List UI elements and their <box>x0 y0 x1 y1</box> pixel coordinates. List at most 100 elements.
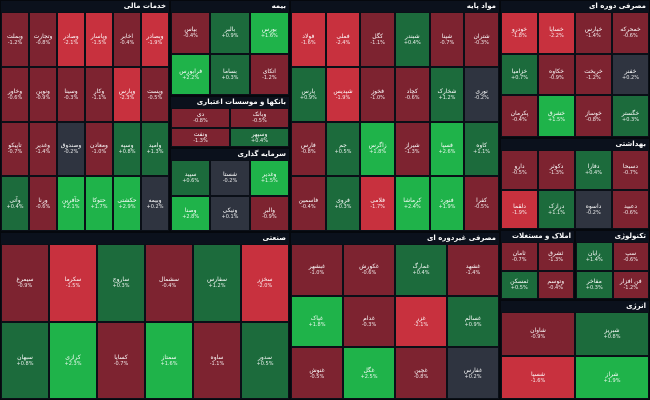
stock-tile[interactable]: کگل -1.1% <box>360 12 395 67</box>
stock-tile[interactable]: شتران -0.3% <box>464 12 499 67</box>
stock-tile[interactable]: غزر -2.1% <box>395 295 447 348</box>
stock-tile[interactable]: فخوز -1.0% <box>360 66 395 122</box>
stock-tile[interactable]: رایان +1.4% <box>576 242 613 271</box>
stock-tile[interactable]: سپید +0.6% <box>171 160 211 196</box>
stock-tile[interactable]: دعبید -0.6% <box>612 189 649 229</box>
stock-tile[interactable]: وسپهر +0.4% <box>230 127 289 147</box>
stock-tile[interactable]: حآفرین +2.1% <box>57 176 85 231</box>
stock-tile[interactable]: وپارس -2.3% <box>113 66 141 122</box>
stock-tile[interactable]: غچین -0.8% <box>395 347 447 399</box>
stock-tile[interactable]: خوساز -0.8% <box>575 95 612 137</box>
stock-tile[interactable]: فسپا +2.6% <box>429 121 465 177</box>
stock-tile[interactable]: ساوه -1.1% <box>193 321 241 399</box>
stock-tile[interactable]: وخاور -0.6% <box>1 66 29 122</box>
stock-tile[interactable]: فملی -2.4% <box>325 12 361 67</box>
stock-tile[interactable]: غدام -0.3% <box>343 295 395 348</box>
stock-tile[interactable]: خساپا -2.2% <box>538 12 575 54</box>
stock-tile[interactable]: نوری -0.2% <box>464 66 499 122</box>
stock-tile[interactable]: وصندوق -0.2% <box>57 121 85 177</box>
stock-tile[interactable]: وصنا +2.8% <box>171 195 211 231</box>
stock-tile[interactable]: حکشتی +2.9% <box>113 176 141 231</box>
stock-tile[interactable]: وغدیر +1.5% <box>249 160 289 196</box>
stock-tile[interactable]: فلامی -1.7% <box>360 176 395 231</box>
stock-tile[interactable]: شبندر +0.4% <box>394 12 430 67</box>
stock-tile[interactable]: شسپا -1.6% <box>501 355 575 399</box>
stock-tile[interactable]: کاوه +1.1% <box>464 121 499 177</box>
stock-tile[interactable]: اتکای -1.2% <box>249 53 289 95</box>
stock-tile[interactable]: غمارگ +0.4% <box>395 244 447 296</box>
stock-tile[interactable]: فن افزار -1.2% <box>612 270 649 299</box>
stock-tile[interactable]: شاوان -0.9% <box>501 312 575 356</box>
stock-tile[interactable]: شیراز -1.3% <box>394 121 430 177</box>
stock-tile[interactable]: بالبر +0.9% <box>210 12 250 54</box>
stock-tile[interactable]: وامید +1.3% <box>141 121 169 177</box>
stock-tile[interactable]: پارس +0.9% <box>291 66 326 122</box>
stock-tile[interactable]: سمتاز +1.6% <box>145 321 193 399</box>
stock-tile[interactable]: دفارا +0.4% <box>575 150 612 190</box>
stock-tile[interactable]: غپاک +1.8% <box>291 295 343 348</box>
stock-tile[interactable]: وبملت -1.2% <box>1 12 29 67</box>
stock-tile[interactable]: خشرق +1.5% <box>538 95 575 137</box>
stock-tile[interactable]: وپست -0.5% <box>141 66 169 122</box>
stock-tile[interactable]: فولاد -1.6% <box>291 12 326 67</box>
stock-tile[interactable]: والبر -0.9% <box>249 195 289 231</box>
stock-tile[interactable]: سبهان +0.8% <box>1 321 49 399</box>
stock-tile[interactable]: شستا -0.2% <box>210 160 250 196</box>
stock-tile[interactable]: درازک +1.1% <box>538 189 575 229</box>
stock-tile[interactable]: وصادر -2.1% <box>57 12 85 67</box>
stock-tile[interactable]: فرابورس +2.2% <box>171 53 211 95</box>
stock-tile[interactable]: کفرا -0.5% <box>464 176 499 231</box>
stock-tile[interactable]: اخابر -0.4% <box>113 12 141 67</box>
stock-tile[interactable]: داسوه -0.2% <box>575 189 612 229</box>
stock-tile[interactable]: غسالم +0.9% <box>447 295 499 348</box>
stock-tile[interactable]: دلقما -1.9% <box>501 189 538 229</box>
stock-tile[interactable]: دی -0.8% <box>171 108 230 128</box>
stock-tile[interactable]: ونفت -1.3% <box>171 127 230 147</box>
stock-tile[interactable]: وبصادر -1.9% <box>141 12 169 67</box>
stock-tile[interactable]: وپاسار -1.5% <box>85 12 113 67</box>
stock-tile[interactable]: ثمسکن +0.5% <box>501 270 538 299</box>
stock-tile[interactable]: ونوین -0.9% <box>29 66 57 122</box>
stock-tile[interactable]: وبیمه +0.2% <box>141 176 169 231</box>
stock-tile[interactable]: دکوثر -1.3% <box>538 150 575 190</box>
stock-tile[interactable]: دسبحا -0.7% <box>612 150 649 190</box>
stock-tile[interactable]: غکورش -0.6% <box>343 244 395 296</box>
stock-tile[interactable]: شخارک +1.2% <box>429 66 465 122</box>
stock-tile[interactable]: بپاس -0.4% <box>171 12 211 54</box>
stock-tile[interactable]: دارو -0.5% <box>501 150 538 190</box>
stock-tile[interactable]: سخزر -2.0% <box>241 244 289 322</box>
stock-tile[interactable]: کرماشا +2.4% <box>394 176 430 231</box>
stock-tile[interactable]: غبشهر -1.0% <box>291 244 343 296</box>
stock-tile[interactable]: فاسمین -0.4% <box>291 176 326 231</box>
stock-tile[interactable]: سکرما -1.5% <box>49 244 97 322</box>
stock-tile[interactable]: سفارس +1.2% <box>193 244 241 322</box>
stock-tile[interactable]: زاگرس +1.8% <box>360 121 395 177</box>
stock-tile[interactable]: بورس +1.6% <box>249 12 289 54</box>
stock-tile[interactable]: شپدیس -1.9% <box>325 66 361 122</box>
stock-tile[interactable]: شبریز +0.8% <box>575 312 649 356</box>
stock-tile[interactable]: کرازی +2.3% <box>49 321 97 399</box>
stock-tile[interactable]: جم +0.5% <box>325 121 361 177</box>
stock-tile[interactable]: ثامان -0.7% <box>501 242 538 271</box>
stock-tile[interactable]: ونیکی +0.1% <box>210 195 250 231</box>
stock-tile[interactable]: غفارس +0.2% <box>447 347 499 399</box>
stock-tile[interactable]: کچاد -0.6% <box>394 66 430 122</box>
stock-tile[interactable]: وبانک -0.5% <box>230 108 289 128</box>
stock-tile[interactable]: غگل +2.5% <box>343 347 395 399</box>
stock-tile[interactable]: مفاخر +0.3% <box>576 270 613 299</box>
stock-tile[interactable]: فروی +0.3% <box>325 176 361 231</box>
stock-tile[interactable]: سیمرغ -0.9% <box>1 244 49 322</box>
stock-tile[interactable]: شراز +1.9% <box>575 355 649 399</box>
stock-tile[interactable]: تاپیکو -0.7% <box>1 121 29 177</box>
stock-tile[interactable]: غنوش -0.5% <box>291 347 343 399</box>
stock-tile[interactable]: وغدیر -1.4% <box>29 121 57 177</box>
stock-tile[interactable]: وآتی +0.4% <box>1 176 29 231</box>
stock-tile[interactable]: پکرمان -0.4% <box>501 95 538 137</box>
stock-tile[interactable]: ورنا -0.6% <box>29 176 57 231</box>
stock-tile[interactable]: خزامیا +0.7% <box>501 53 538 96</box>
stock-tile[interactable]: خودرو -1.8% <box>501 12 538 54</box>
stock-tile[interactable]: خفنر +0.2% <box>612 53 649 96</box>
stock-tile[interactable]: خکاوه -0.9% <box>538 53 575 96</box>
stock-tile[interactable]: ساروج +0.3% <box>97 244 145 322</box>
stock-tile[interactable]: شپنا -0.7% <box>429 12 465 67</box>
